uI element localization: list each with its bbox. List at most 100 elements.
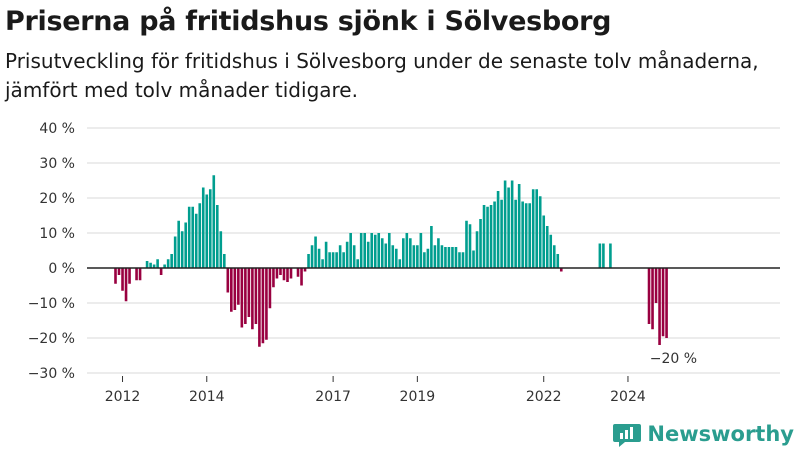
bar-positive [535, 189, 539, 268]
bar-positive [370, 233, 374, 268]
bar-negative [226, 268, 230, 293]
bar-positive [321, 259, 324, 268]
bar-positive [187, 206, 191, 268]
x-tick-label: 2024 [610, 389, 646, 405]
y-tick-label: 40 % [39, 121, 75, 137]
bar-positive [180, 231, 184, 268]
x-tick-label: 2022 [526, 389, 562, 405]
bar-positive [377, 233, 381, 268]
x-axis: 2012 2014 2017 2019 2022 2024 [105, 376, 646, 405]
bar-positive [177, 220, 180, 268]
bar-positive [170, 254, 173, 268]
bar-negative [265, 268, 268, 340]
bar-positive [482, 205, 486, 268]
bar-positive [454, 247, 458, 268]
bar-positive [223, 254, 226, 268]
bar-negative [303, 268, 307, 272]
bar-positive [489, 205, 493, 268]
bar-positive [384, 243, 388, 268]
bar-negative [237, 268, 240, 305]
x-tick-label: 2014 [189, 389, 225, 405]
bar-positive [409, 238, 412, 268]
bar-positive [412, 245, 416, 268]
bar-negative [251, 268, 254, 330]
bar-negative [244, 268, 247, 324]
bar-negative [268, 268, 272, 309]
bar-positive [391, 245, 395, 268]
y-tick-label: −30 % [28, 366, 75, 382]
bar-positive [475, 231, 479, 268]
bar-positive [394, 248, 398, 268]
bar-negative [661, 268, 665, 337]
bar-positive [479, 219, 482, 268]
bar-negative [117, 268, 121, 275]
bar-negative [258, 268, 261, 347]
chart-title: Priserna på fritidshus sjönk i Sölvesbor… [5, 6, 612, 37]
bar-positive [437, 238, 440, 268]
x-tick-label: 2012 [105, 389, 141, 405]
bar-positive [496, 191, 500, 268]
bar-negative [296, 268, 300, 277]
bar-positive [359, 233, 363, 268]
bar-negative [233, 268, 237, 310]
bar-positive [602, 243, 605, 268]
brand-name: Newsworthy [647, 422, 794, 446]
bar-positive [156, 259, 159, 268]
bar-positive [521, 201, 524, 268]
bar-negative [658, 268, 661, 345]
bar-positive [373, 234, 377, 268]
bar-positive [517, 184, 521, 268]
bar-positive [598, 243, 602, 268]
bar-positive [461, 252, 465, 268]
y-tick-label: 30 % [39, 156, 75, 172]
bar-negative [654, 268, 658, 303]
bar-positive [524, 203, 528, 268]
bar-positive [451, 247, 454, 268]
newsworthy-brand: Newsworthy [613, 419, 794, 449]
bar-positive [545, 226, 549, 268]
bar-positive [440, 245, 444, 268]
y-tick-label: 10 % [39, 226, 75, 242]
bar-negative [261, 268, 265, 344]
bar-negative [230, 268, 233, 312]
bar-positive [149, 262, 152, 268]
bar-positive [152, 264, 156, 268]
bar-positive [419, 233, 423, 268]
bar-positive [328, 252, 331, 268]
bar-positive [531, 189, 535, 268]
bar-positive [387, 233, 391, 268]
bar-positive [514, 199, 517, 268]
bar-positive [493, 201, 496, 268]
bar-positive [528, 203, 531, 268]
bar-positive [163, 264, 166, 268]
bar-negative [121, 268, 124, 291]
bar-positive [402, 238, 405, 268]
bar-positive [215, 205, 219, 268]
x-tick-label: 2019 [400, 389, 436, 405]
bar-positive [166, 259, 170, 268]
chart-annotations: −20 % [650, 351, 697, 367]
bar-positive [380, 238, 384, 268]
bar-positive [338, 245, 342, 268]
bar-positive [201, 187, 205, 268]
bar-positive [398, 259, 402, 268]
bar-positive [486, 206, 489, 268]
bar-positive [542, 215, 546, 268]
bar-negative [651, 268, 654, 330]
y-tick-label: −20 % [28, 331, 75, 347]
bar-positive [331, 252, 335, 268]
bar-positive [447, 247, 451, 268]
bar-positive [366, 241, 370, 268]
bar-negative [272, 268, 275, 288]
bar-positive [500, 199, 503, 268]
bar-negative [138, 268, 142, 281]
bar-positive [145, 261, 149, 268]
bar-negative [114, 268, 117, 284]
bar-positive [552, 245, 556, 268]
bar-negative [240, 268, 244, 328]
bar-negative [647, 268, 651, 324]
bar-positive [191, 206, 195, 268]
bar-negative [254, 268, 258, 324]
bar-negative [282, 268, 286, 281]
bar-negative [289, 268, 293, 279]
